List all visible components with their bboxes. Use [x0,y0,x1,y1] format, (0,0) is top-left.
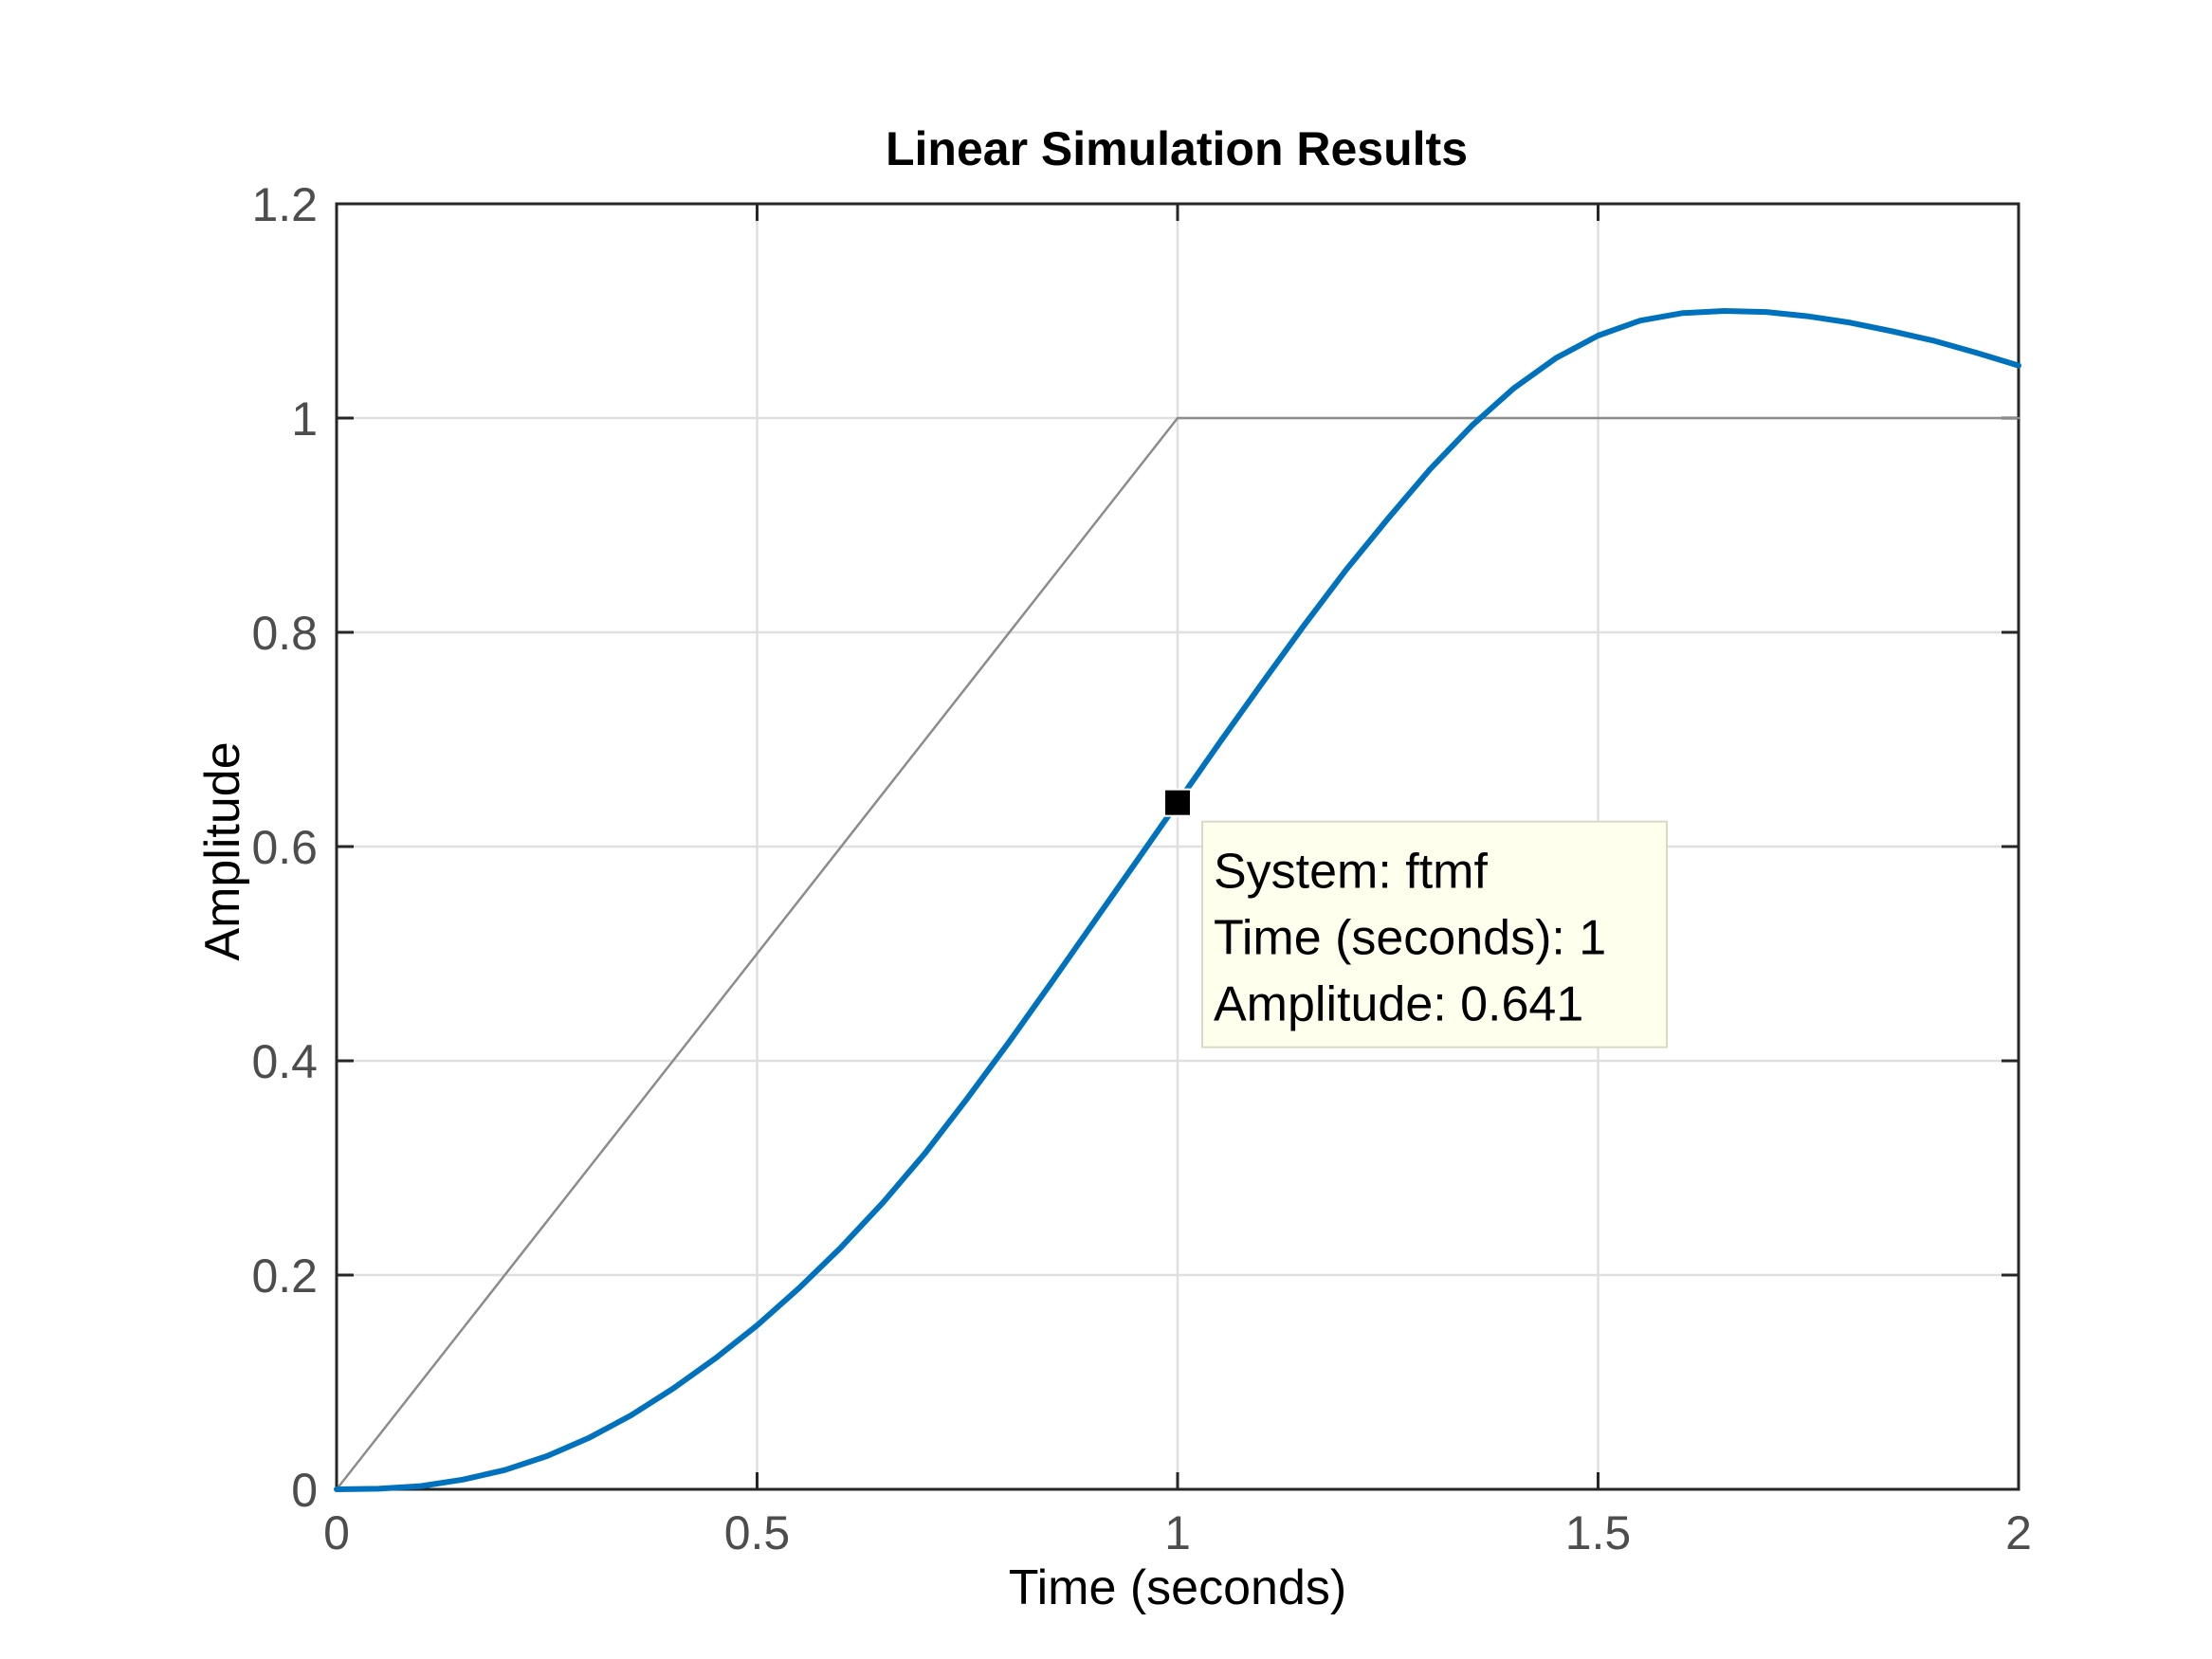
datatip-time-label: Time (seconds): 1 [1214,911,1606,966]
y-axis-label: Amplitude [195,741,250,960]
y-tick-label: 1 [291,392,318,446]
input-series-line [335,416,2020,1491]
chart-title: Linear Simulation Results [886,122,1468,175]
x-tick-label: 0 [323,1506,350,1559]
y-tick-label: 0 [291,1464,318,1517]
datatip-marker[interactable] [1163,788,1192,817]
x-tick-label: 1 [1164,1506,1191,1559]
y-tick-labels: 0 0.2 0.4 0.6 0.8 1 1.2 [251,178,318,1517]
x-tick-label: 1.5 [1565,1506,1632,1559]
y-tick-label: 1.2 [251,178,318,231]
x-tick-labels: 0 0.5 1 1.5 2 [323,1506,2032,1559]
y-tick-label: 0.6 [251,821,318,874]
y-tick-label: 0.8 [251,607,318,660]
datatip[interactable]: System: ftmf Time (seconds): 1 Amplitude… [1201,820,1668,1048]
datatip-amplitude-label: Amplitude: 0.641 [1214,977,1583,1032]
grid [337,204,2019,1489]
datatip-box [1201,820,1668,1048]
y-tick-label: 0.2 [251,1249,318,1303]
x-axis-label: Time (seconds) [1009,1560,1346,1615]
x-tick-label: 2 [2005,1506,2032,1559]
y-tick-label: 0.4 [251,1035,318,1088]
x-tick-label: 0.5 [724,1506,791,1559]
datatip-system-label: System: ftmf [1214,845,1488,900]
